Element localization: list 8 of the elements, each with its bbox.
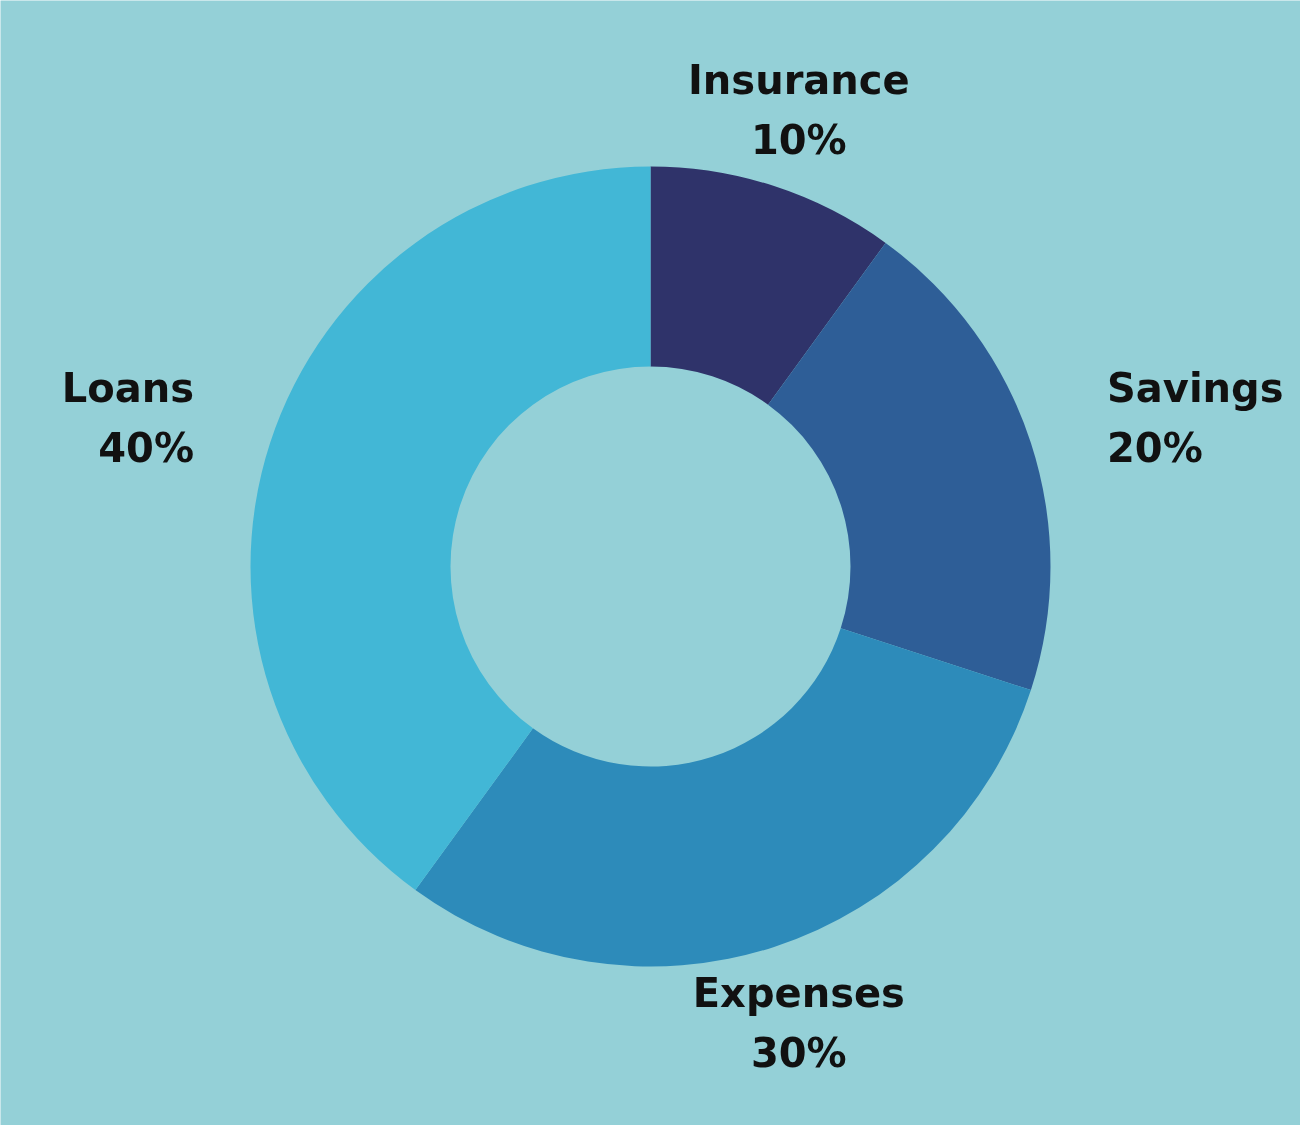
slice-label: Insurance (687, 57, 910, 104)
slice-label: Loans (61, 365, 194, 412)
data-label: 10% (750, 116, 847, 163)
data-label: 20% (1107, 425, 1203, 472)
slice-label: Expenses (692, 970, 905, 1017)
data-label: 30% (750, 1029, 847, 1076)
slice-label: Savings (1107, 365, 1284, 412)
data-label: 40% (98, 425, 194, 472)
